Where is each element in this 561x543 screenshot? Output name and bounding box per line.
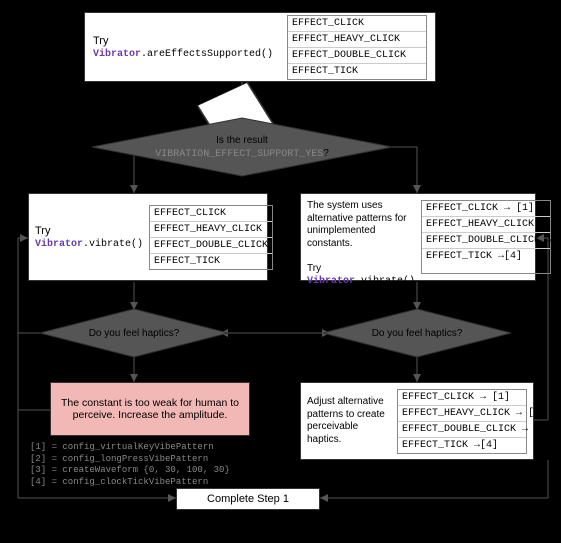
node-vibrate-right: The system uses alternative patterns for… (300, 193, 536, 281)
node-warn: The constant is too weak for human to pe… (50, 382, 250, 436)
decision-3-text: Do you feel haptics? (343, 327, 491, 340)
node-try-supported: Try Vibrator.areEffectsSupported() EFFEC… (84, 12, 436, 82)
decision-2-text: Do you feel haptics? (60, 327, 208, 340)
effect-item: EFFECT_CLICK (288, 16, 426, 32)
effect-item: EFFECT_HEAVY_CLICK (288, 32, 426, 48)
node-adjust: Adjust alternative patterns to create pe… (300, 382, 534, 460)
class-name: Vibrator (93, 49, 141, 60)
decision-1-text: Is the result VIBRATION_EFFECT_SUPPORT_Y… (120, 134, 364, 161)
effects-list-right: EFFECT_CLICK → [1] EFFECT_HEAVY_CLICK → … (421, 200, 551, 274)
effect-item: EFFECT_TICK (288, 64, 426, 79)
legend: [1] = config_virtualKeyVibePattern [2] =… (30, 442, 230, 489)
effects-list-left: EFFECT_CLICK EFFECT_HEAVY_CLICK EFFECT_D… (149, 205, 273, 270)
node-vibrate-left: Try Vibrator.vibrate() EFFECT_CLICK EFFE… (28, 193, 268, 281)
node-final: Complete Step 1 (176, 488, 320, 510)
effects-list-top: EFFECT_CLICK EFFECT_HEAVY_CLICK EFFECT_D… (287, 15, 427, 80)
method-name: .areEffectsSupported() (141, 49, 273, 60)
effect-item: EFFECT_DOUBLE_CLICK (288, 48, 426, 64)
effects-list-adjust: EFFECT_CLICK → [1] EFFECT_HEAVY_CLICK → … (397, 389, 527, 454)
label-try: Try (93, 35, 108, 47)
